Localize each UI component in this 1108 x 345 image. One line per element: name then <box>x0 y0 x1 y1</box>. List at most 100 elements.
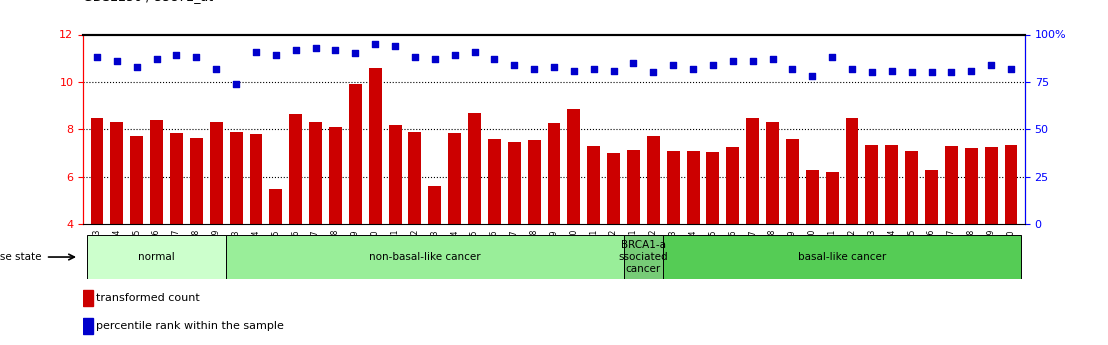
Bar <box>647 137 659 319</box>
Point <box>565 68 583 73</box>
Point <box>127 64 145 70</box>
Point <box>605 68 623 73</box>
Text: GDS2250 / 55872_at: GDS2250 / 55872_at <box>83 0 213 3</box>
Point <box>247 49 265 55</box>
Point <box>187 55 205 60</box>
Bar <box>349 84 362 319</box>
Bar <box>567 109 581 319</box>
Point <box>207 66 225 71</box>
Point <box>327 47 345 52</box>
Bar <box>269 189 283 319</box>
Point <box>625 60 643 66</box>
Bar <box>91 118 103 319</box>
Bar <box>389 125 401 319</box>
Bar <box>825 172 839 319</box>
Point <box>783 66 801 71</box>
Point <box>287 47 305 52</box>
Bar <box>151 120 163 319</box>
Bar <box>547 124 561 319</box>
Point <box>983 62 1001 68</box>
Bar <box>409 132 421 319</box>
Bar <box>945 146 957 319</box>
Point <box>387 43 404 49</box>
Bar <box>329 127 342 319</box>
Bar <box>249 134 263 319</box>
Bar <box>429 186 441 319</box>
Point <box>1002 66 1019 71</box>
Bar <box>627 149 640 319</box>
Point <box>883 68 901 73</box>
Point <box>485 57 503 62</box>
Bar <box>885 145 899 319</box>
Bar <box>369 68 381 319</box>
Bar <box>1005 145 1017 319</box>
FancyBboxPatch shape <box>88 235 226 279</box>
Point <box>743 58 761 64</box>
Point <box>763 57 781 62</box>
Bar <box>965 148 977 319</box>
Point <box>525 66 543 71</box>
Bar <box>83 290 93 306</box>
Text: normal: normal <box>138 252 175 262</box>
Bar <box>209 122 223 319</box>
Text: disease state: disease state <box>0 252 42 262</box>
Bar <box>707 152 719 319</box>
Point <box>545 64 563 70</box>
Point <box>685 66 702 71</box>
Point <box>923 70 941 75</box>
Point <box>227 81 245 87</box>
Point <box>704 62 721 68</box>
Point <box>505 62 523 68</box>
Bar <box>746 118 759 319</box>
Point <box>823 55 841 60</box>
Bar <box>925 170 938 319</box>
Bar <box>845 118 859 319</box>
Point <box>724 58 741 64</box>
Point <box>445 52 463 58</box>
Bar <box>131 137 143 319</box>
Point <box>307 45 325 51</box>
Point <box>645 70 663 75</box>
Point <box>425 57 443 62</box>
Text: percentile rank within the sample: percentile rank within the sample <box>96 321 285 331</box>
Point <box>963 68 981 73</box>
Text: non-basal-like cancer: non-basal-like cancer <box>369 252 481 262</box>
Bar <box>468 113 481 319</box>
Point <box>465 49 483 55</box>
Point <box>943 70 961 75</box>
Bar <box>727 147 739 319</box>
Bar <box>289 114 302 319</box>
Point <box>863 70 881 75</box>
Point <box>903 70 921 75</box>
Point <box>347 51 365 56</box>
Bar <box>687 151 699 319</box>
Bar <box>985 147 997 319</box>
Point <box>147 57 165 62</box>
Bar <box>189 138 203 319</box>
Bar <box>607 153 620 319</box>
Point <box>367 41 384 47</box>
Bar <box>229 132 243 319</box>
FancyBboxPatch shape <box>664 235 1020 279</box>
Point <box>843 66 861 71</box>
Point <box>585 66 603 71</box>
Bar <box>667 151 679 319</box>
Point <box>406 55 423 60</box>
Bar <box>587 146 601 319</box>
Bar <box>507 142 521 319</box>
Point <box>167 52 185 58</box>
Bar <box>170 133 183 319</box>
Bar <box>905 151 919 319</box>
Bar <box>865 145 879 319</box>
Bar <box>111 122 123 319</box>
Text: basal-like cancer: basal-like cancer <box>798 252 886 262</box>
Bar <box>83 318 93 334</box>
FancyBboxPatch shape <box>226 235 624 279</box>
Point <box>107 58 125 64</box>
Bar <box>449 133 461 319</box>
FancyBboxPatch shape <box>624 235 664 279</box>
Point <box>665 62 683 68</box>
Bar <box>527 140 541 319</box>
Text: BRCA1-a
ssociated
cancer: BRCA1-a ssociated cancer <box>618 240 668 274</box>
Bar <box>786 139 799 319</box>
